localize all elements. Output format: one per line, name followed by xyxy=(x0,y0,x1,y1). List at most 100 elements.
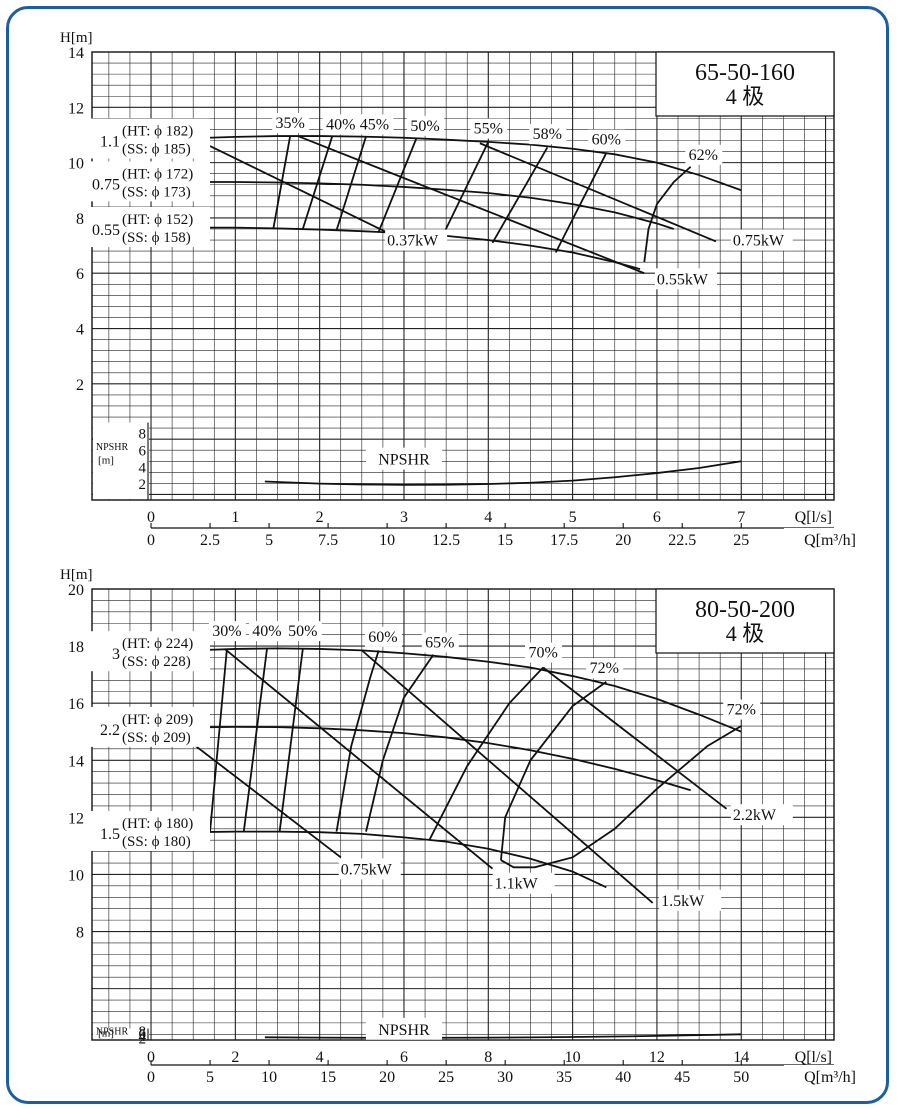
x2-tick-label: 10 xyxy=(379,532,395,549)
x2-tick-label: 5 xyxy=(206,1069,214,1086)
efficiency-label: 72% xyxy=(727,702,756,719)
efficiency-label: 50% xyxy=(410,118,439,135)
power-line-0_37kW xyxy=(209,145,392,236)
model-box xyxy=(655,51,835,117)
efficiency-line xyxy=(272,135,292,230)
curves xyxy=(150,647,742,904)
efficiency-label-bg xyxy=(364,626,402,647)
model-box xyxy=(655,588,835,654)
x-axis-label: Q[l/s] xyxy=(795,1049,832,1066)
model-name: 65-50-160 xyxy=(695,60,795,86)
npshr-label-bg xyxy=(365,447,442,470)
x-tick-label: 10 xyxy=(565,1049,581,1066)
y-tick-label: 20 xyxy=(68,582,84,599)
efficiency-label: 62% xyxy=(689,147,718,164)
efficiency-label: 60% xyxy=(368,629,397,646)
efficiency-label: 60% xyxy=(592,132,621,149)
efficiency-label-bg xyxy=(586,658,624,679)
npshr-axis-unit: [m] xyxy=(98,1027,114,1039)
y-tick-label: 2 xyxy=(76,377,84,394)
efficiency-line xyxy=(209,648,228,832)
y-tick-label: 10 xyxy=(68,867,84,884)
x2-tick-label: 0 xyxy=(147,532,155,549)
x2-tick-label: 15 xyxy=(320,1069,336,1086)
power-label: 0.75kW xyxy=(341,861,393,878)
efficiency-line xyxy=(500,681,607,861)
x2-label-bg xyxy=(784,1065,876,1087)
efficiency-line xyxy=(301,135,334,230)
power-label: 0.75kW xyxy=(733,233,785,250)
power-label-bg xyxy=(385,229,448,251)
y-tick-label: 18 xyxy=(68,639,84,656)
npshr-tick-label: 4 xyxy=(139,1029,147,1045)
efficiency-label-bg xyxy=(356,114,394,135)
efficiency-label-bg xyxy=(284,621,322,642)
x2-tick-label: 30 xyxy=(497,1069,513,1086)
efficiency-label-bg xyxy=(208,621,246,642)
head-curve-3 xyxy=(150,647,742,733)
x-tick-label: 0 xyxy=(147,509,155,526)
efficiency-line xyxy=(441,141,490,238)
impeller-power-label: 3 xyxy=(112,646,120,663)
x2-tick-label: 0 xyxy=(147,1069,155,1086)
impeller-power-label: 0.55 xyxy=(92,222,120,239)
impeller-ht-label: (HT: ϕ 182) xyxy=(122,123,193,139)
x-tick-label: 0 xyxy=(147,1049,155,1066)
npshr-tick-label: 8 xyxy=(139,427,147,443)
y-tick-label: 12 xyxy=(68,810,84,827)
impeller-ss-label: (SS: ϕ 209) xyxy=(122,730,191,746)
power-label: 2.2kW xyxy=(733,807,777,824)
x2-tick-label: 45 xyxy=(674,1069,690,1086)
x2-tick-label: 20 xyxy=(379,1069,395,1086)
efficiency-label-bg xyxy=(529,124,567,145)
npshr-tick-label: 8 xyxy=(139,1024,147,1040)
efficiency-label: 65% xyxy=(425,635,454,652)
efficiency-line xyxy=(500,725,742,869)
efficiency-label: 30% xyxy=(212,623,241,640)
x2-label-bg xyxy=(784,528,876,550)
x2-tick-label: 15 xyxy=(497,532,513,549)
power-label: 1.1kW xyxy=(495,876,539,893)
x-tick-label: 1 xyxy=(231,509,239,526)
x2-tick-label: 50 xyxy=(733,1069,749,1086)
power-label-bg xyxy=(654,268,717,290)
pole-count: 4 极 xyxy=(726,621,765,646)
impeller-power-label: 1.1 xyxy=(100,133,120,150)
x2-tick-label: 2.5 xyxy=(200,532,220,549)
npshr-tick-label: 6 xyxy=(139,444,147,460)
efficiency-label: 58% xyxy=(533,126,562,143)
impeller-ss-label: (SS: ϕ 180) xyxy=(122,834,191,850)
impeller-label-bg xyxy=(86,206,210,247)
efficiency-line xyxy=(335,650,380,832)
head-curve-2_2 xyxy=(150,725,691,792)
impeller-power-label: 2.2 xyxy=(100,722,120,739)
x2-tick-label: 7.5 xyxy=(318,532,338,549)
efficiency-label-bg xyxy=(421,632,459,653)
efficiency-line xyxy=(643,166,692,263)
npshr-axis-label: NPSHR xyxy=(96,1026,129,1037)
efficiency-line xyxy=(335,136,367,231)
efficiency-line xyxy=(242,648,268,832)
efficiency-label-bg xyxy=(685,144,723,165)
model-name: 80-50-200 xyxy=(695,597,795,623)
efficiency-line xyxy=(365,654,435,832)
efficiency-label-bg xyxy=(470,118,508,139)
x-tick-label: 6 xyxy=(400,1049,408,1066)
x2-tick-label: 20 xyxy=(615,532,631,549)
x-tick-label: 5 xyxy=(569,509,577,526)
efficiency-line xyxy=(491,146,549,244)
power-label-bg xyxy=(492,872,555,894)
impeller-ht-label: (HT: ϕ 180) xyxy=(122,816,193,832)
npshr-axis-mask xyxy=(93,1028,149,1039)
power-label: 1.5kW xyxy=(661,893,705,910)
efficiency-label: 40% xyxy=(326,116,355,133)
x2-tick-label: 10 xyxy=(261,1069,277,1086)
x-tick-label: 7 xyxy=(737,509,745,526)
impeller-ht-label: (HT: ϕ 209) xyxy=(122,712,193,728)
grid xyxy=(92,51,834,500)
impeller-ss-label: (SS: ϕ 173) xyxy=(122,184,191,200)
x2-tick-label: 25 xyxy=(733,532,749,549)
x2-tick-label: 17.5 xyxy=(550,532,578,549)
